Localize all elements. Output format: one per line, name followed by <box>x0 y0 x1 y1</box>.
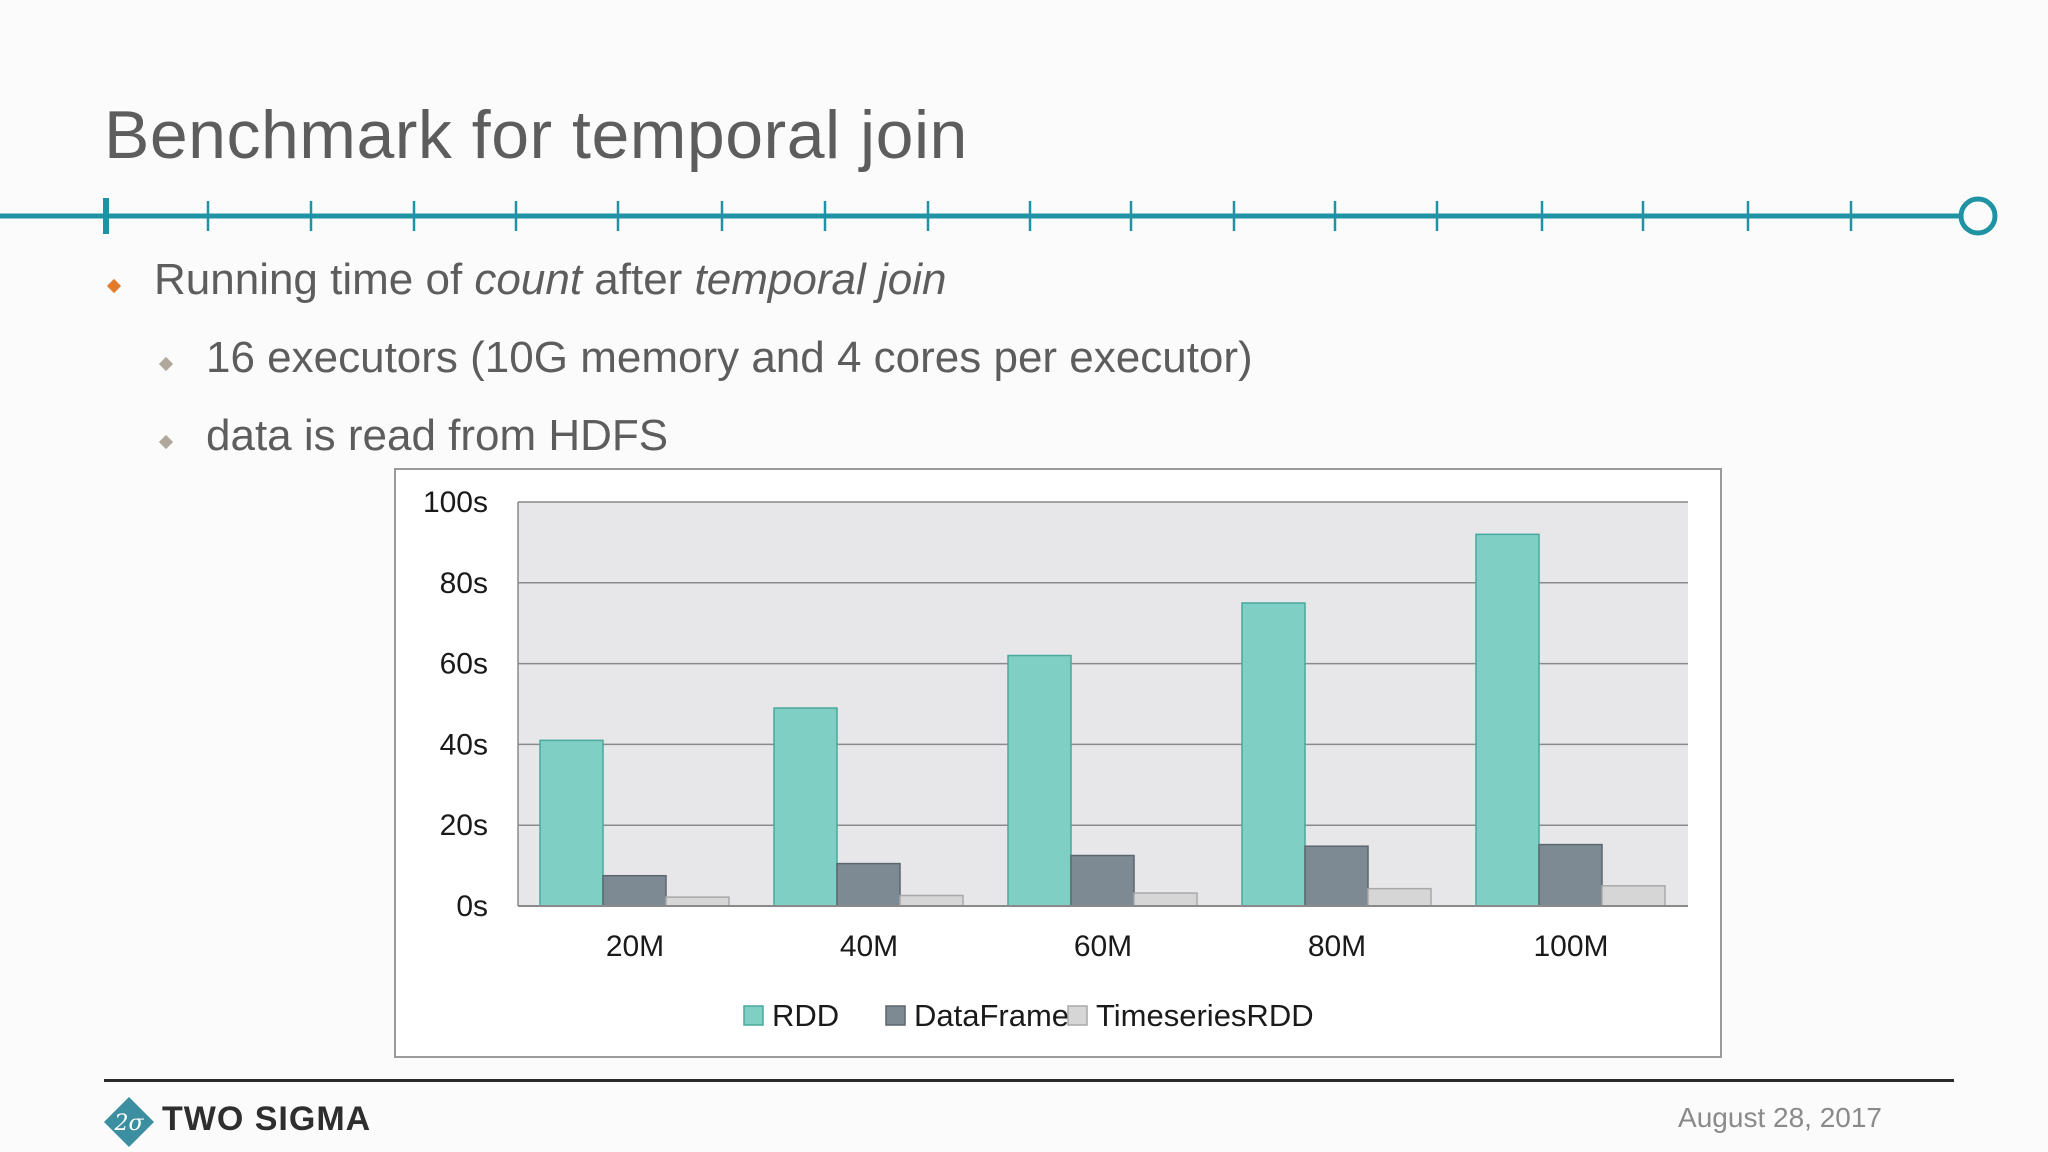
y-tick-label: 40s <box>440 728 488 761</box>
footer-divider <box>104 1079 1954 1082</box>
x-tick-label: 100M <box>1533 930 1608 963</box>
sub-bullet-text: 16 executors (10G memory and 4 cores per… <box>206 333 1253 382</box>
bar-rdd <box>1241 602 1306 907</box>
slide-date: August 28, 2017 <box>1678 1102 1882 1133</box>
bar-timeseriesrdd <box>1367 887 1432 907</box>
timeline-divider <box>0 196 1998 236</box>
y-tick-label: 100s <box>423 486 488 519</box>
legend-label: RDD <box>772 998 839 1033</box>
bullet-main-text: Running time of count after temporal joi… <box>154 255 946 305</box>
bar-timeseriesrdd <box>665 896 730 907</box>
x-tick-label: 80M <box>1308 930 1366 963</box>
legend-label: DataFrame <box>914 998 1069 1033</box>
chart-frame: 0s 20s 40s 60s 80s 100s 20M 40M 60M 80M 100M RDD Dat… <box>394 468 1722 1058</box>
legend-label: TimeseriesRDD <box>1096 998 1314 1033</box>
y-tick-label: 0s <box>456 890 488 923</box>
bullet-main-prefix: Running time of <box>154 255 475 304</box>
orange-diamond-bullet-icon <box>106 278 122 294</box>
bar-dataframe <box>1304 845 1369 907</box>
bar-dataframe <box>1070 854 1135 907</box>
bar-rdd <box>773 707 838 907</box>
bar-timeseriesrdd <box>899 894 964 907</box>
y-tick-label: 80s <box>440 567 488 600</box>
bar-dataframe <box>836 862 901 907</box>
x-tick-label: 60M <box>1074 930 1132 963</box>
bar-timeseriesrdd <box>1601 885 1666 907</box>
x-tick-label: 20M <box>606 930 664 963</box>
legend-swatch-rdd <box>743 1005 764 1026</box>
y-tick-label: 60s <box>440 648 488 681</box>
bar-dataframe <box>1538 843 1603 907</box>
legend-swatch-timeseriesrdd <box>1067 1005 1088 1026</box>
logo-text: 2σ <box>113 1111 144 1136</box>
bar-dataframe <box>602 874 667 907</box>
grey-diamond-bullet-icon <box>158 434 174 450</box>
slide-title: Benchmark for temporal join <box>104 97 968 173</box>
legend-swatch-dataframe <box>885 1005 906 1026</box>
bullet-main-middle: after <box>582 255 695 304</box>
y-tick-label: 20s <box>440 809 488 842</box>
two-sigma-logo: 2σ <box>104 1097 154 1147</box>
sub-bullet-text: data is read from HDFS <box>206 411 669 460</box>
brand-name: TWO SIGMA <box>162 1100 372 1138</box>
bullet-main-em-count: count <box>474 255 583 304</box>
bullet-main-em-temporal-join: temporal join <box>694 255 947 304</box>
bar-rdd <box>1475 533 1540 907</box>
bar-timeseriesrdd <box>1133 892 1198 907</box>
bar-rdd <box>539 739 604 907</box>
bar-rdd <box>1007 654 1072 907</box>
grey-diamond-bullet-icon <box>158 356 174 372</box>
bar-chart: 0s 20s 40s 60s 80s 100s 20M 40M 60M 80M 100M RDD Dat… <box>423 486 1688 1033</box>
timeline-end-circle-icon <box>1958 196 1998 236</box>
x-tick-label: 40M <box>840 930 898 963</box>
